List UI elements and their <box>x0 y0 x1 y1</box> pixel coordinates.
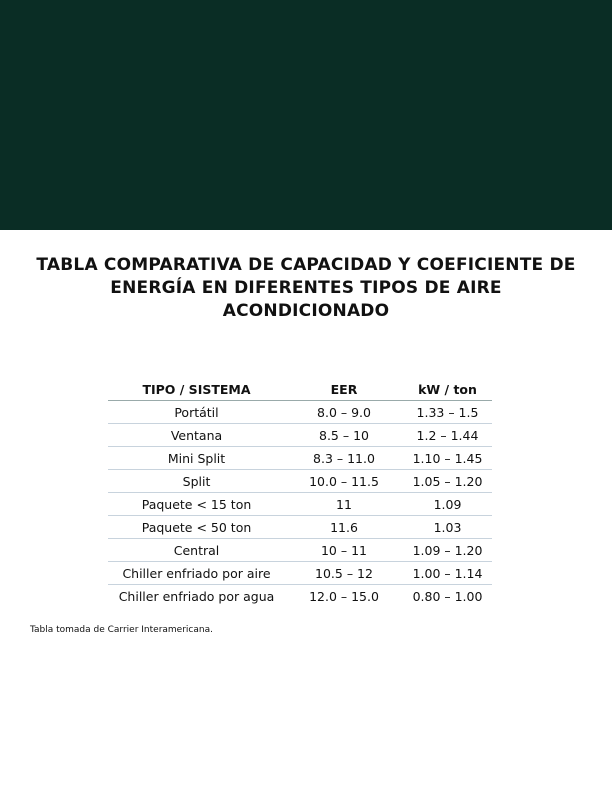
table-cell: 1.09 <box>403 492 492 516</box>
table-cell: 1.05 – 1.20 <box>403 469 492 493</box>
table-body: Portátil 8.0 – 9.0 1.33 – 1.5 Ventana 8.5 – … <box>108 400 492 608</box>
table-cell: 11 <box>285 492 403 516</box>
table-cell: 12.0 – 15.0 <box>309 588 379 604</box>
column-header: kW / ton <box>403 378 492 401</box>
table-cell: 10.0 – 11.5 <box>285 469 403 493</box>
table-cell: Ventana <box>108 423 285 447</box>
table-row: Chiller enfriado por aire 10.5 – 12 1.00 –… <box>108 561 492 585</box>
table-cell: Chiller enfriado por agua <box>118 588 275 604</box>
table-cell: Portátil <box>108 400 285 424</box>
table-cell: 10.5 – 12 <box>285 561 403 585</box>
table-row: Chiller enfriado por agua 12.0 – 15.0 0.80… <box>108 585 492 608</box>
table-cell: Mini Split <box>108 446 285 470</box>
table-row: Portátil 8.0 – 9.0 1.33 – 1.5 <box>108 400 492 424</box>
table-cell: 8.0 – 9.0 <box>285 400 403 424</box>
table-row: Paquete < 15 ton 11 1.09 <box>108 492 492 516</box>
table-row: Ventana 8.5 – 10 1.2 – 1.44 <box>108 423 492 447</box>
table-cell: 1.2 – 1.44 <box>403 423 492 447</box>
table-row: Split 10.0 – 11.5 1.05 – 1.20 <box>108 469 492 493</box>
table-cell: Chiller enfriado por aire <box>108 561 285 585</box>
table-cell: Central <box>108 538 285 562</box>
table-cell: 8.3 – 11.0 <box>285 446 403 470</box>
table-cell: Paquete < 50 ton <box>108 515 285 539</box>
table-cell: 1.10 – 1.45 <box>403 446 492 470</box>
header-row: TIPO / SISTEMA EER kW / ton <box>108 378 492 401</box>
table-cell: 1.00 – 1.14 <box>403 561 492 585</box>
table-cell: 0.80 – 1.00 <box>412 588 483 604</box>
footnote: Tabla tomada de Carrier Interamericana. <box>30 625 213 635</box>
table-cell: 10 – 11 <box>285 538 403 562</box>
table-cell: 11.6 <box>285 515 403 539</box>
table-row: Mini Split 8.3 – 11.0 1.10 – 1.45 <box>108 446 492 470</box>
table-cell: 1.03 <box>403 515 492 539</box>
column-header: EER <box>285 378 403 401</box>
table-cell: 1.33 – 1.5 <box>403 400 492 424</box>
column-header: TIPO / SISTEMA <box>108 378 285 401</box>
table-row: Central 10 – 11 1.09 – 1.20 <box>108 538 492 562</box>
table-cell: 8.5 – 10 <box>285 423 403 447</box>
table-row: Paquete < 50 ton 11.6 1.03 <box>108 515 492 539</box>
header-banner <box>0 0 612 230</box>
table-cell: Split <box>108 469 285 493</box>
table-cell: Paquete < 15 ton <box>108 492 285 516</box>
comparison-table: TIPO / SISTEMA EER kW / ton Portátil 8.0 – … <box>108 378 492 607</box>
table-cell: 1.09 – 1.20 <box>403 538 492 562</box>
title: TABLA COMPARATIVA DE CAPACIDAD Y COEFICI… <box>36 255 576 321</box>
